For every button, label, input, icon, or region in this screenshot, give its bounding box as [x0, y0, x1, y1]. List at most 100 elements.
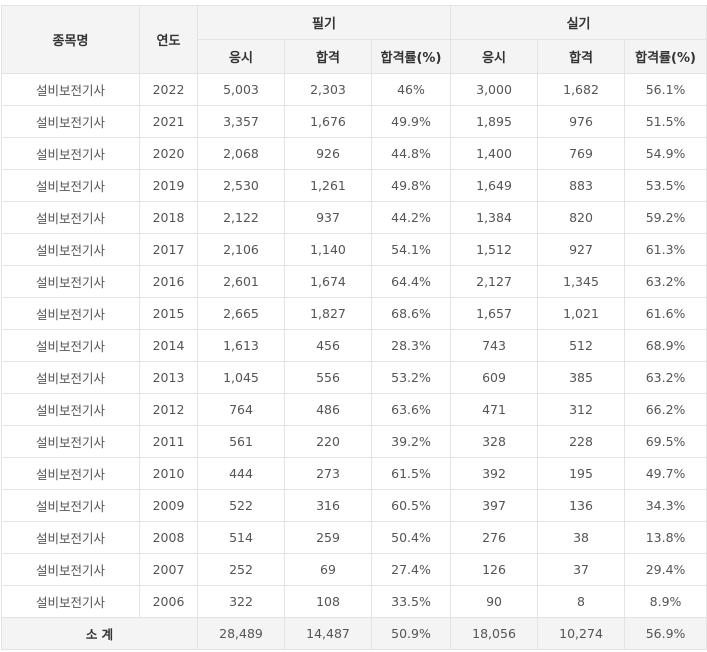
cell-practical-rate: 8.9%: [624, 585, 707, 618]
cell-written-rate: 39.2%: [370, 425, 452, 458]
cell-written-rate: 28.3%: [370, 329, 452, 362]
cell-written-applicants: 561: [197, 425, 285, 458]
total-written-passed: 14,487: [284, 617, 372, 650]
cell-year: 2010: [139, 457, 198, 490]
cell-item-name: 설비보전기사: [1, 425, 140, 458]
table-row: 설비보전기사 2008 514 259 50.4% 276 38 13.8%: [1, 521, 707, 554]
cell-year: 2013: [139, 361, 198, 394]
cell-written-rate: 50.4%: [370, 521, 452, 554]
cell-practical-applicants: 276: [450, 521, 539, 554]
cell-written-applicants: 2,106: [197, 233, 285, 266]
total-practical-passed: 10,274: [537, 617, 626, 650]
cell-item-name: 설비보전기사: [1, 201, 140, 234]
cell-practical-passed: 38: [537, 521, 626, 554]
cell-practical-passed: 8: [537, 585, 626, 618]
cell-written-applicants: 252: [197, 553, 285, 586]
cell-item-name: 설비보전기사: [1, 585, 140, 618]
cell-practical-rate: 34.3%: [624, 489, 707, 522]
cell-written-applicants: 2,601: [197, 265, 285, 298]
cell-year: 2014: [139, 329, 198, 362]
cell-written-passed: 937: [284, 201, 372, 234]
cell-practical-passed: 1,345: [537, 265, 626, 298]
cell-practical-passed: 195: [537, 457, 626, 490]
cell-practical-applicants: 3,000: [450, 73, 539, 106]
cell-practical-rate: 63.2%: [624, 361, 707, 394]
cell-practical-passed: 228: [537, 425, 626, 458]
cell-practical-applicants: 1,400: [450, 137, 539, 170]
cell-practical-applicants: 1,512: [450, 233, 539, 266]
cell-item-name: 설비보전기사: [1, 553, 140, 586]
total-practical-rate: 56.9%: [624, 617, 707, 650]
cell-year: 2008: [139, 521, 198, 554]
cell-practical-rate: 53.5%: [624, 169, 707, 202]
table-row: 설비보전기사 2017 2,106 1,140 54.1% 1,512 927 61.3%: [1, 233, 707, 266]
cell-practical-applicants: 1,384: [450, 201, 539, 234]
cell-practical-passed: 883: [537, 169, 626, 202]
cell-written-rate: 27.4%: [370, 553, 452, 586]
cell-written-applicants: 2,665: [197, 297, 285, 330]
cell-year: 2018: [139, 201, 198, 234]
cell-year: 2006: [139, 585, 198, 618]
cell-written-rate: 46%: [370, 73, 452, 106]
cell-written-applicants: 2,530: [197, 169, 285, 202]
table-row: 설비보전기사 2010 444 273 61.5% 392 195 49.7%: [1, 457, 707, 490]
total-written-applicants: 28,489: [197, 617, 285, 650]
cell-written-applicants: 5,003: [197, 73, 285, 106]
cell-practical-applicants: 126: [450, 553, 539, 586]
total-written-rate: 50.9%: [370, 617, 452, 650]
cell-written-applicants: 2,068: [197, 137, 285, 170]
cell-year: 2022: [139, 73, 198, 106]
header-practical: 실기: [450, 5, 707, 40]
cell-item-name: 설비보전기사: [1, 457, 140, 490]
table-row: 설비보전기사 2009 522 316 60.5% 397 136 34.3%: [1, 489, 707, 522]
table-row: 설비보전기사 2021 3,357 1,676 49.9% 1,895 976 51.5%: [1, 105, 707, 138]
header-written-applicants: 응시: [197, 39, 285, 74]
cell-item-name: 설비보전기사: [1, 105, 140, 138]
cell-practical-passed: 976: [537, 105, 626, 138]
cell-practical-applicants: 328: [450, 425, 539, 458]
cell-practical-applicants: 2,127: [450, 265, 539, 298]
cell-written-applicants: 444: [197, 457, 285, 490]
cell-practical-rate: 13.8%: [624, 521, 707, 554]
cell-written-passed: 486: [284, 393, 372, 426]
cell-practical-rate: 68.9%: [624, 329, 707, 362]
cell-item-name: 설비보전기사: [1, 297, 140, 330]
cell-written-passed: 1,674: [284, 265, 372, 298]
cell-written-passed: 69: [284, 553, 372, 586]
cell-written-rate: 64.4%: [370, 265, 452, 298]
cell-practical-rate: 61.3%: [624, 233, 707, 266]
cell-practical-passed: 927: [537, 233, 626, 266]
cell-practical-rate: 59.2%: [624, 201, 707, 234]
cell-written-passed: 2,303: [284, 73, 372, 106]
cell-written-rate: 61.5%: [370, 457, 452, 490]
cell-written-passed: 926: [284, 137, 372, 170]
cell-written-passed: 108: [284, 585, 372, 618]
cell-practical-rate: 56.1%: [624, 73, 707, 106]
cell-practical-applicants: 471: [450, 393, 539, 426]
cell-written-rate: 44.2%: [370, 201, 452, 234]
cell-year: 2011: [139, 425, 198, 458]
cell-practical-rate: 66.2%: [624, 393, 707, 426]
header-written-rate: 합격률(%): [370, 39, 452, 74]
cell-written-passed: 1,676: [284, 105, 372, 138]
table-row: 설비보전기사 2016 2,601 1,674 64.4% 2,127 1,345 63.2%: [1, 265, 707, 298]
exam-stats-table: 종목명 연도 필기 실기 응시 합격 합격률(%) 응시 합격 합격률(%) 설…: [1, 5, 707, 650]
cell-written-passed: 456: [284, 329, 372, 362]
cell-written-rate: 63.6%: [370, 393, 452, 426]
cell-year: 2015: [139, 297, 198, 330]
table-row: 설비보전기사 2014 1,613 456 28.3% 743 512 68.9%: [1, 329, 707, 362]
cell-item-name: 설비보전기사: [1, 329, 140, 362]
cell-written-applicants: 1,613: [197, 329, 285, 362]
cell-year: 2007: [139, 553, 198, 586]
header-practical-applicants: 응시: [450, 39, 539, 74]
table-row: 설비보전기사 2015 2,665 1,827 68.6% 1,657 1,021 61.6%: [1, 297, 707, 330]
cell-practical-passed: 1,021: [537, 297, 626, 330]
cell-written-applicants: 1,045: [197, 361, 285, 394]
cell-practical-passed: 136: [537, 489, 626, 522]
cell-year: 2016: [139, 265, 198, 298]
cell-item-name: 설비보전기사: [1, 169, 140, 202]
table-row: 설비보전기사 2018 2,122 937 44.2% 1,384 820 59.2%: [1, 201, 707, 234]
cell-practical-applicants: 1,649: [450, 169, 539, 202]
table-header: 종목명 연도 필기 실기 응시 합격 합격률(%) 응시 합격 합격률(%): [1, 5, 707, 74]
cell-practical-rate: 51.5%: [624, 105, 707, 138]
